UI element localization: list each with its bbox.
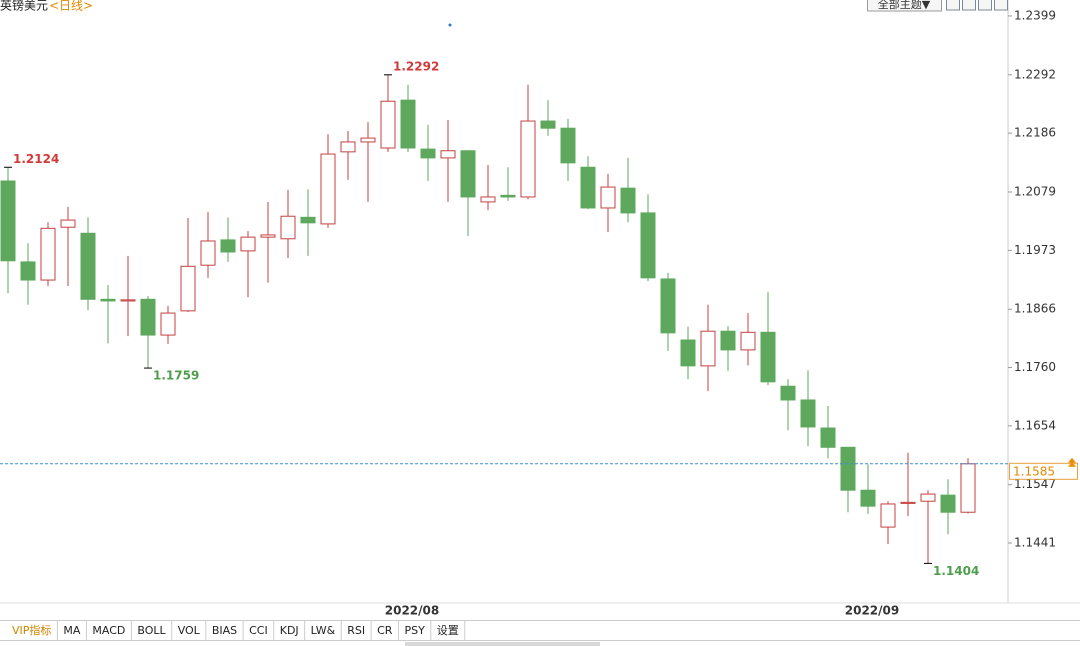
- candle-body: [720, 330, 736, 351]
- indicator-tab[interactable]: 设置: [437, 624, 459, 637]
- candle-body: [580, 166, 596, 209]
- candle-body: [20, 261, 36, 281]
- candle-body: [460, 150, 476, 198]
- indicator-tab[interactable]: CR: [377, 624, 393, 637]
- extreme-label: 1.1404: [933, 564, 979, 578]
- candle-body: [600, 186, 616, 209]
- extreme-label: 1.2292: [393, 59, 439, 73]
- candle-body: [340, 141, 356, 153]
- candle-body: [680, 339, 696, 367]
- candle-body: [400, 99, 416, 149]
- y-tick-label: 1.2399: [1014, 8, 1056, 22]
- candle-body: [100, 298, 116, 302]
- candle-body: [320, 153, 336, 225]
- candle-body: [920, 493, 936, 502]
- extreme-label: 1.2124: [13, 152, 59, 166]
- candle-body: [900, 501, 916, 504]
- icon-button[interactable]: [978, 0, 992, 11]
- icon-button[interactable]: [962, 0, 976, 11]
- icon-button[interactable]: [946, 0, 960, 11]
- candle-body: [180, 265, 196, 312]
- candle-body: [360, 137, 376, 143]
- x-tick-label: 2022/09: [845, 604, 899, 618]
- theme-button-label[interactable]: 全部主题▼: [878, 0, 931, 11]
- candle-body: [660, 278, 676, 334]
- last-price-box: [1009, 462, 1078, 480]
- y-tick-label: 1.2079: [1014, 185, 1056, 199]
- x-tick-label: 2022/08: [385, 604, 439, 618]
- y-tick-label: 1.1866: [1014, 302, 1056, 316]
- candle-body: [940, 494, 956, 513]
- candle-body: [0, 180, 16, 262]
- y-tick-label: 1.2292: [1014, 67, 1056, 81]
- candle-body: [60, 219, 76, 228]
- y-tick-label: 1.1973: [1014, 243, 1056, 257]
- candle-body: [520, 120, 536, 198]
- extreme-label: 1.1759: [153, 369, 199, 383]
- indicator-tab[interactable]: RSI: [347, 624, 365, 637]
- indicator-tab[interactable]: VIP指标: [12, 623, 51, 637]
- candle-body: [260, 234, 276, 238]
- chart-subtitle[interactable]: <日线>: [49, 0, 93, 13]
- y-tick-label: 1.1547: [1014, 477, 1056, 491]
- theme-button[interactable]: [867, 0, 942, 12]
- scrollbar[interactable]: [405, 642, 600, 646]
- candle-body: [560, 127, 576, 164]
- y-tick-label: 1.1654: [1014, 418, 1056, 432]
- y-tick-label: 1.1441: [1014, 536, 1056, 550]
- chart-title: 英镑美元: [0, 0, 48, 13]
- y-tick-label: 1.1760: [1014, 360, 1056, 374]
- candle-body: [700, 330, 716, 367]
- candle-body: [240, 236, 256, 252]
- last-price-arrow: [1068, 457, 1076, 467]
- candle-body: [160, 312, 176, 336]
- candle-body: [280, 215, 296, 240]
- candle-body: [760, 331, 776, 383]
- marker-dot: [448, 23, 452, 27]
- indicator-tab[interactable]: CCI: [249, 624, 268, 637]
- candle-body: [220, 239, 236, 253]
- candle-body: [740, 331, 756, 351]
- indicator-tab[interactable]: MACD: [92, 624, 125, 637]
- candle-body: [40, 227, 56, 281]
- candle-body: [120, 299, 136, 302]
- candle-body: [500, 194, 516, 198]
- candle-body: [880, 503, 896, 528]
- candle-body: [800, 399, 816, 428]
- candle-body: [620, 187, 636, 214]
- candle-body: [140, 298, 156, 336]
- last-price-label: 1.1585: [1013, 464, 1055, 478]
- indicator-tab[interactable]: LW&: [311, 624, 336, 637]
- indicator-tab[interactable]: BOLL: [137, 624, 166, 637]
- candle-body: [780, 385, 796, 401]
- candle-body: [420, 148, 436, 159]
- indicator-tab[interactable]: KDJ: [280, 624, 299, 637]
- icon-button[interactable]: [994, 0, 1008, 11]
- candle-body: [960, 463, 976, 513]
- candle-body: [640, 212, 656, 279]
- candle-body: [820, 427, 836, 448]
- tool-icons: [946, 0, 1008, 11]
- indicator-tab[interactable]: PSY: [404, 624, 425, 637]
- candle-body: [860, 489, 876, 507]
- candle-body: [440, 150, 456, 159]
- candle-body: [540, 120, 556, 129]
- candle-body: [80, 232, 96, 300]
- indicator-tab[interactable]: BIAS: [212, 624, 237, 637]
- candle-body: [840, 446, 856, 491]
- indicator-tab[interactable]: VOL: [178, 624, 201, 637]
- y-tick-label: 1.2186: [1014, 126, 1056, 140]
- candle-body: [200, 240, 216, 266]
- candle-body: [480, 196, 496, 203]
- candle-body: [300, 216, 316, 224]
- indicator-tab[interactable]: MA: [63, 624, 80, 637]
- candle-body: [380, 100, 396, 149]
